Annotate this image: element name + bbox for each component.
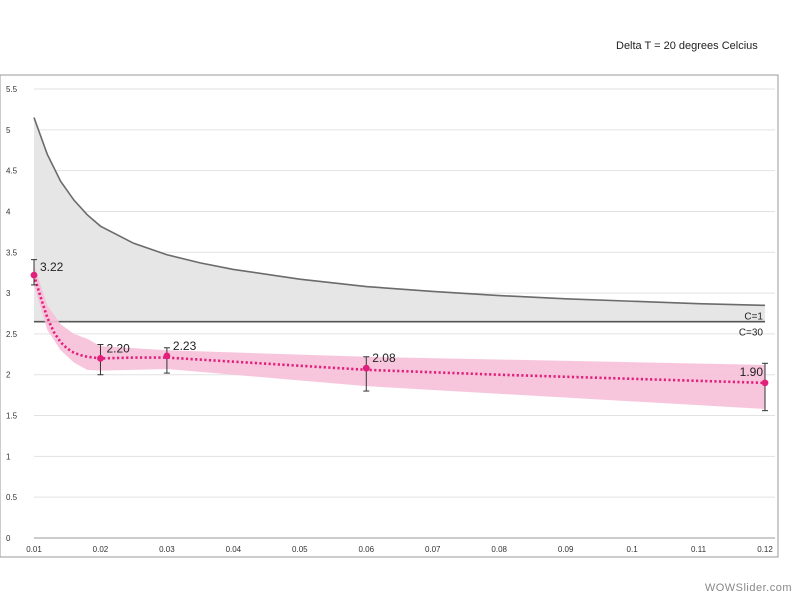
data-label: 2.23: [173, 339, 197, 353]
y-tick-label: 5: [6, 126, 11, 135]
y-tick-label: 0.5: [6, 493, 18, 502]
y-tick-label: 4: [6, 207, 11, 216]
data-label: 2.20: [106, 341, 130, 355]
data-label: 3.22: [40, 260, 64, 274]
x-tick-label: 0.08: [491, 545, 507, 554]
data-label: 2.08: [372, 351, 396, 365]
y-tick-label: 1.5: [6, 412, 18, 421]
curve-label: C=1: [744, 311, 763, 322]
y-tick-label: 2: [6, 371, 11, 380]
curve-line: [33, 117, 766, 307]
x-tick-label: 0.01: [26, 545, 42, 554]
curve-label: C=30: [739, 328, 764, 339]
x-tick-label: 0.12: [757, 545, 773, 554]
x-tick-label: 0.02: [93, 545, 109, 554]
data-point: [97, 355, 104, 362]
y-tick-label: 3.5: [6, 248, 18, 257]
x-tick-label: 0.09: [558, 545, 574, 554]
y-tick-label: 1: [6, 452, 11, 461]
data-point: [761, 379, 769, 387]
x-tick-label: 0.1: [627, 545, 639, 554]
data-point: [163, 352, 171, 360]
shaded-region-c1-c30: [34, 117, 765, 322]
x-tick-label: 0.05: [292, 545, 308, 554]
x-tick-label: 0.06: [358, 545, 374, 554]
x-tick-label: 0.07: [425, 545, 441, 554]
data-point: [362, 364, 370, 372]
y-axis-ticks: 0 0.5 1 1.5 2 2.5 3 3.5 4 4.5 5 5.5: [6, 85, 18, 543]
x-tick-label: 0.03: [159, 545, 175, 554]
series-layer: C=1 C=30 3.22 2.20 2.23 2.08 1.90: [30, 117, 769, 412]
x-tick-label: 0.11: [691, 545, 707, 554]
confidence-band: [34, 264, 765, 410]
y-tick-label: 5.5: [6, 85, 18, 94]
x-tick-label: 0.04: [226, 545, 242, 554]
y-tick-label: 3: [6, 289, 11, 298]
watermark: WOWSlider.com: [704, 582, 792, 594]
y-tick-label: 4.5: [6, 167, 18, 176]
x-axis-ticks: 0.01 0.02 0.03 0.04 0.05 0.06 0.07 0.08 0.09 0.1 0…: [26, 545, 773, 554]
y-tick-label: 0: [6, 534, 11, 543]
chart-annotation: Delta T = 20 degrees Celcius: [616, 40, 758, 52]
data-point: [30, 271, 38, 279]
data-label: 1.90: [740, 365, 764, 379]
y-tick-label: 2.5: [6, 330, 18, 339]
